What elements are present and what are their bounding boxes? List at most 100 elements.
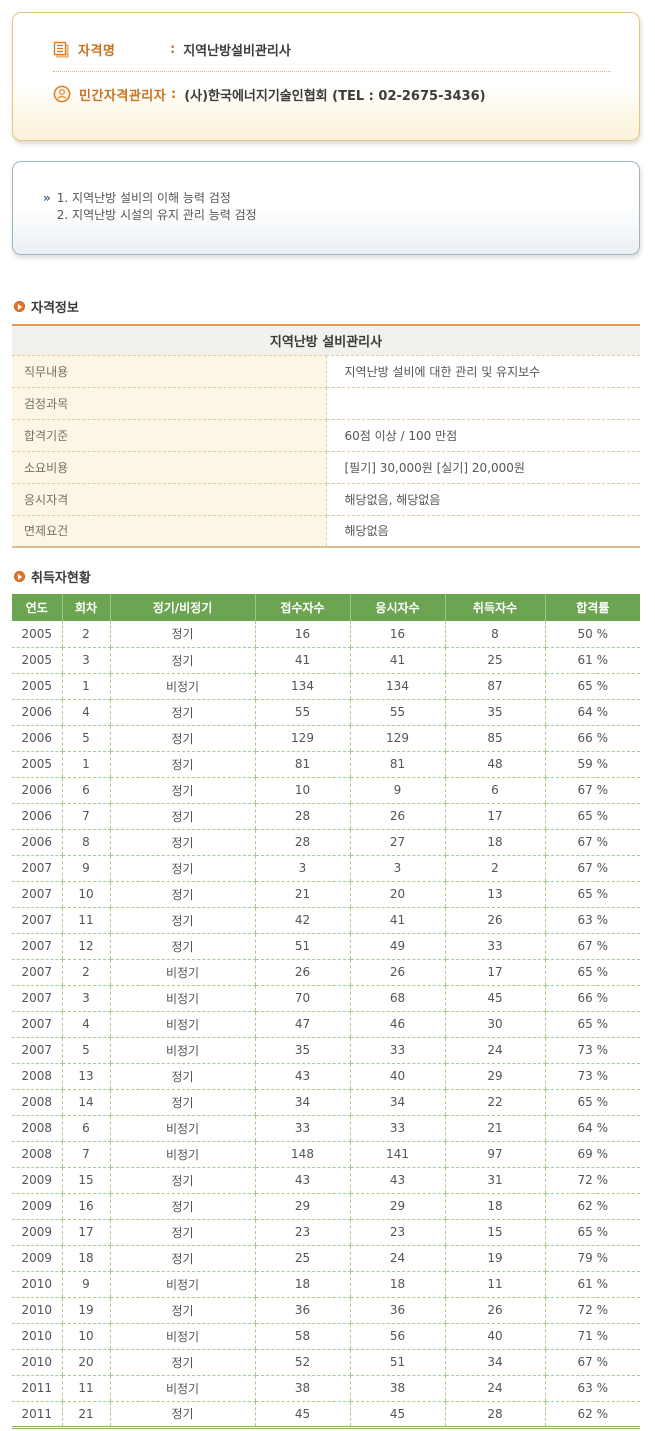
table-cell: 12 xyxy=(61,933,110,960)
info-row-label: 면제요건 xyxy=(12,515,327,547)
table-cell: 2006 xyxy=(12,803,62,830)
table-cell: 비정기 xyxy=(109,1271,255,1298)
table-cell: 62 % xyxy=(544,1193,640,1220)
section-bullet-icon xyxy=(14,571,25,582)
table-cell: 정기 xyxy=(109,1063,255,1090)
table-cell: 38 xyxy=(254,1375,350,1402)
table-cell: 정기 xyxy=(109,647,255,674)
page-content: 자격명 : 지역난방설비관리사 민간자격관리자 : (사)한국에너지기술인협회 … xyxy=(12,12,640,1429)
table-cell: 50 % xyxy=(544,621,640,648)
table-cell: 정기 xyxy=(109,1167,255,1194)
table-cell: 134 xyxy=(254,673,350,700)
table-cell: 15 xyxy=(61,1167,110,1194)
table-cell: 2010 xyxy=(12,1323,62,1350)
table-cell: 2010 xyxy=(12,1271,62,1298)
info-row-label: 합격기준 xyxy=(12,419,327,452)
table-cell: 비정기 xyxy=(109,1037,255,1064)
table-cell: 49 xyxy=(349,933,445,960)
table-cell: 13 xyxy=(444,881,545,908)
table-cell: 2010 xyxy=(12,1349,62,1376)
table-cell: 97 xyxy=(444,1141,545,1168)
table-cell: 35 xyxy=(254,1037,350,1064)
table-cell: 2011 xyxy=(12,1401,62,1427)
table-cell: 18 xyxy=(61,1245,110,1272)
table-row: 2005 1 정기 81 81 48 59 % xyxy=(12,751,640,778)
table-cell: 72 % xyxy=(544,1297,640,1324)
info-row-value: 60점 이상 / 100 만점 xyxy=(326,419,640,452)
table-cell: 14 xyxy=(61,1089,110,1116)
table-row: 2006 5 정기 129 129 85 66 % xyxy=(12,725,640,752)
qualification-name-value: 지역난방설비관리사 xyxy=(183,43,291,59)
document-icon xyxy=(53,41,70,58)
qualification-name-label: 자격명 xyxy=(78,43,116,59)
table-cell: 정기 xyxy=(109,907,255,934)
table-cell: 30 xyxy=(444,1011,545,1038)
table-cell: 64 % xyxy=(544,699,640,726)
table-cell: 2007 xyxy=(12,907,62,934)
table-cell: 23 xyxy=(254,1219,350,1246)
table-cell: 10 xyxy=(254,777,350,804)
table-cell: 9 xyxy=(61,855,110,882)
table-cell: 47 xyxy=(254,1011,350,1038)
table-cell: 65 % xyxy=(544,673,640,700)
table-cell: 55 xyxy=(254,699,350,726)
table-cell: 134 xyxy=(349,673,445,700)
table-cell: 13 xyxy=(61,1063,110,1090)
table-cell: 정기 xyxy=(109,1401,255,1427)
table-row: 2010 9 비정기 18 18 11 61 % xyxy=(12,1271,640,1298)
table-cell: 정기 xyxy=(109,881,255,908)
table-cell: 79 % xyxy=(544,1245,640,1272)
overview-line: 2. 지역난방 시설의 유지 관리 능력 검정 xyxy=(56,208,257,222)
table-cell: 28 xyxy=(444,1401,545,1427)
qualification-name-colon: : xyxy=(170,41,176,57)
person-icon xyxy=(53,85,71,103)
table-cell: 20 xyxy=(61,1349,110,1376)
table-row: 2011 11 비정기 38 38 24 63 % xyxy=(12,1375,640,1402)
table-cell: 정기 xyxy=(109,725,255,752)
table-cell: 2008 xyxy=(12,1141,62,1168)
info-row-label: 검정과목 xyxy=(12,387,327,420)
table-cell: 36 xyxy=(349,1297,445,1324)
info-row-value: 지역난방 설비에 대한 관리 및 유지보수 xyxy=(326,355,640,388)
info-row-value: 해당없음, 해당없음 xyxy=(326,483,640,516)
info-section-title: 자격정보 xyxy=(14,297,640,316)
table-cell: 29 xyxy=(254,1193,350,1220)
qualification-name-row: 자격명 : 지역난방설비관리사 xyxy=(53,27,611,71)
table-cell: 19 xyxy=(61,1297,110,1324)
table-cell: 62 % xyxy=(544,1401,640,1427)
card-divider xyxy=(53,71,611,72)
table-cell: 65 % xyxy=(544,1011,640,1038)
table-cell: 65 % xyxy=(544,959,640,986)
table-cell: 18 xyxy=(444,829,545,856)
info-row: 검정과목 xyxy=(12,387,640,420)
table-cell: 129 xyxy=(254,725,350,752)
table-cell: 2010 xyxy=(12,1297,62,1324)
table-cell: 2 xyxy=(444,855,545,882)
overview-line: 1. 지역난방 설비의 이해 능력 검정 xyxy=(56,191,231,205)
table-cell: 2007 xyxy=(12,881,62,908)
table-cell: 24 xyxy=(444,1037,545,1064)
table-cell: 34 xyxy=(254,1089,350,1116)
table-cell: 41 xyxy=(349,647,445,674)
info-row: 직무내용 지역난방 설비에 대한 관리 및 유지보수 xyxy=(12,355,640,388)
table-cell: 51 xyxy=(254,933,350,960)
info-section-title-text: 자격정보 xyxy=(31,301,79,316)
table-cell: 25 xyxy=(254,1245,350,1272)
table-cell: 정기 xyxy=(109,751,255,778)
table-cell: 81 xyxy=(254,751,350,778)
table-cell: 18 xyxy=(254,1271,350,1298)
table-cell: 38 xyxy=(349,1375,445,1402)
table-cell: 7 xyxy=(61,1141,110,1168)
table-row: 2008 13 정기 43 40 29 73 % xyxy=(12,1063,640,1090)
table-cell: 3 xyxy=(61,985,110,1012)
table-cell: 정기 xyxy=(109,1193,255,1220)
table-cell: 141 xyxy=(349,1141,445,1168)
table-cell: 18 xyxy=(349,1271,445,1298)
table-cell: 9 xyxy=(349,777,445,804)
table-cell: 43 xyxy=(349,1167,445,1194)
table-cell: 2008 xyxy=(12,1089,62,1116)
info-row-label: 직무내용 xyxy=(12,355,327,388)
table-cell: 2007 xyxy=(12,985,62,1012)
qualification-card: 자격명 : 지역난방설비관리사 민간자격관리자 : (사)한국에너지기술인협회 … xyxy=(12,12,640,141)
table-cell: 2007 xyxy=(12,855,62,882)
